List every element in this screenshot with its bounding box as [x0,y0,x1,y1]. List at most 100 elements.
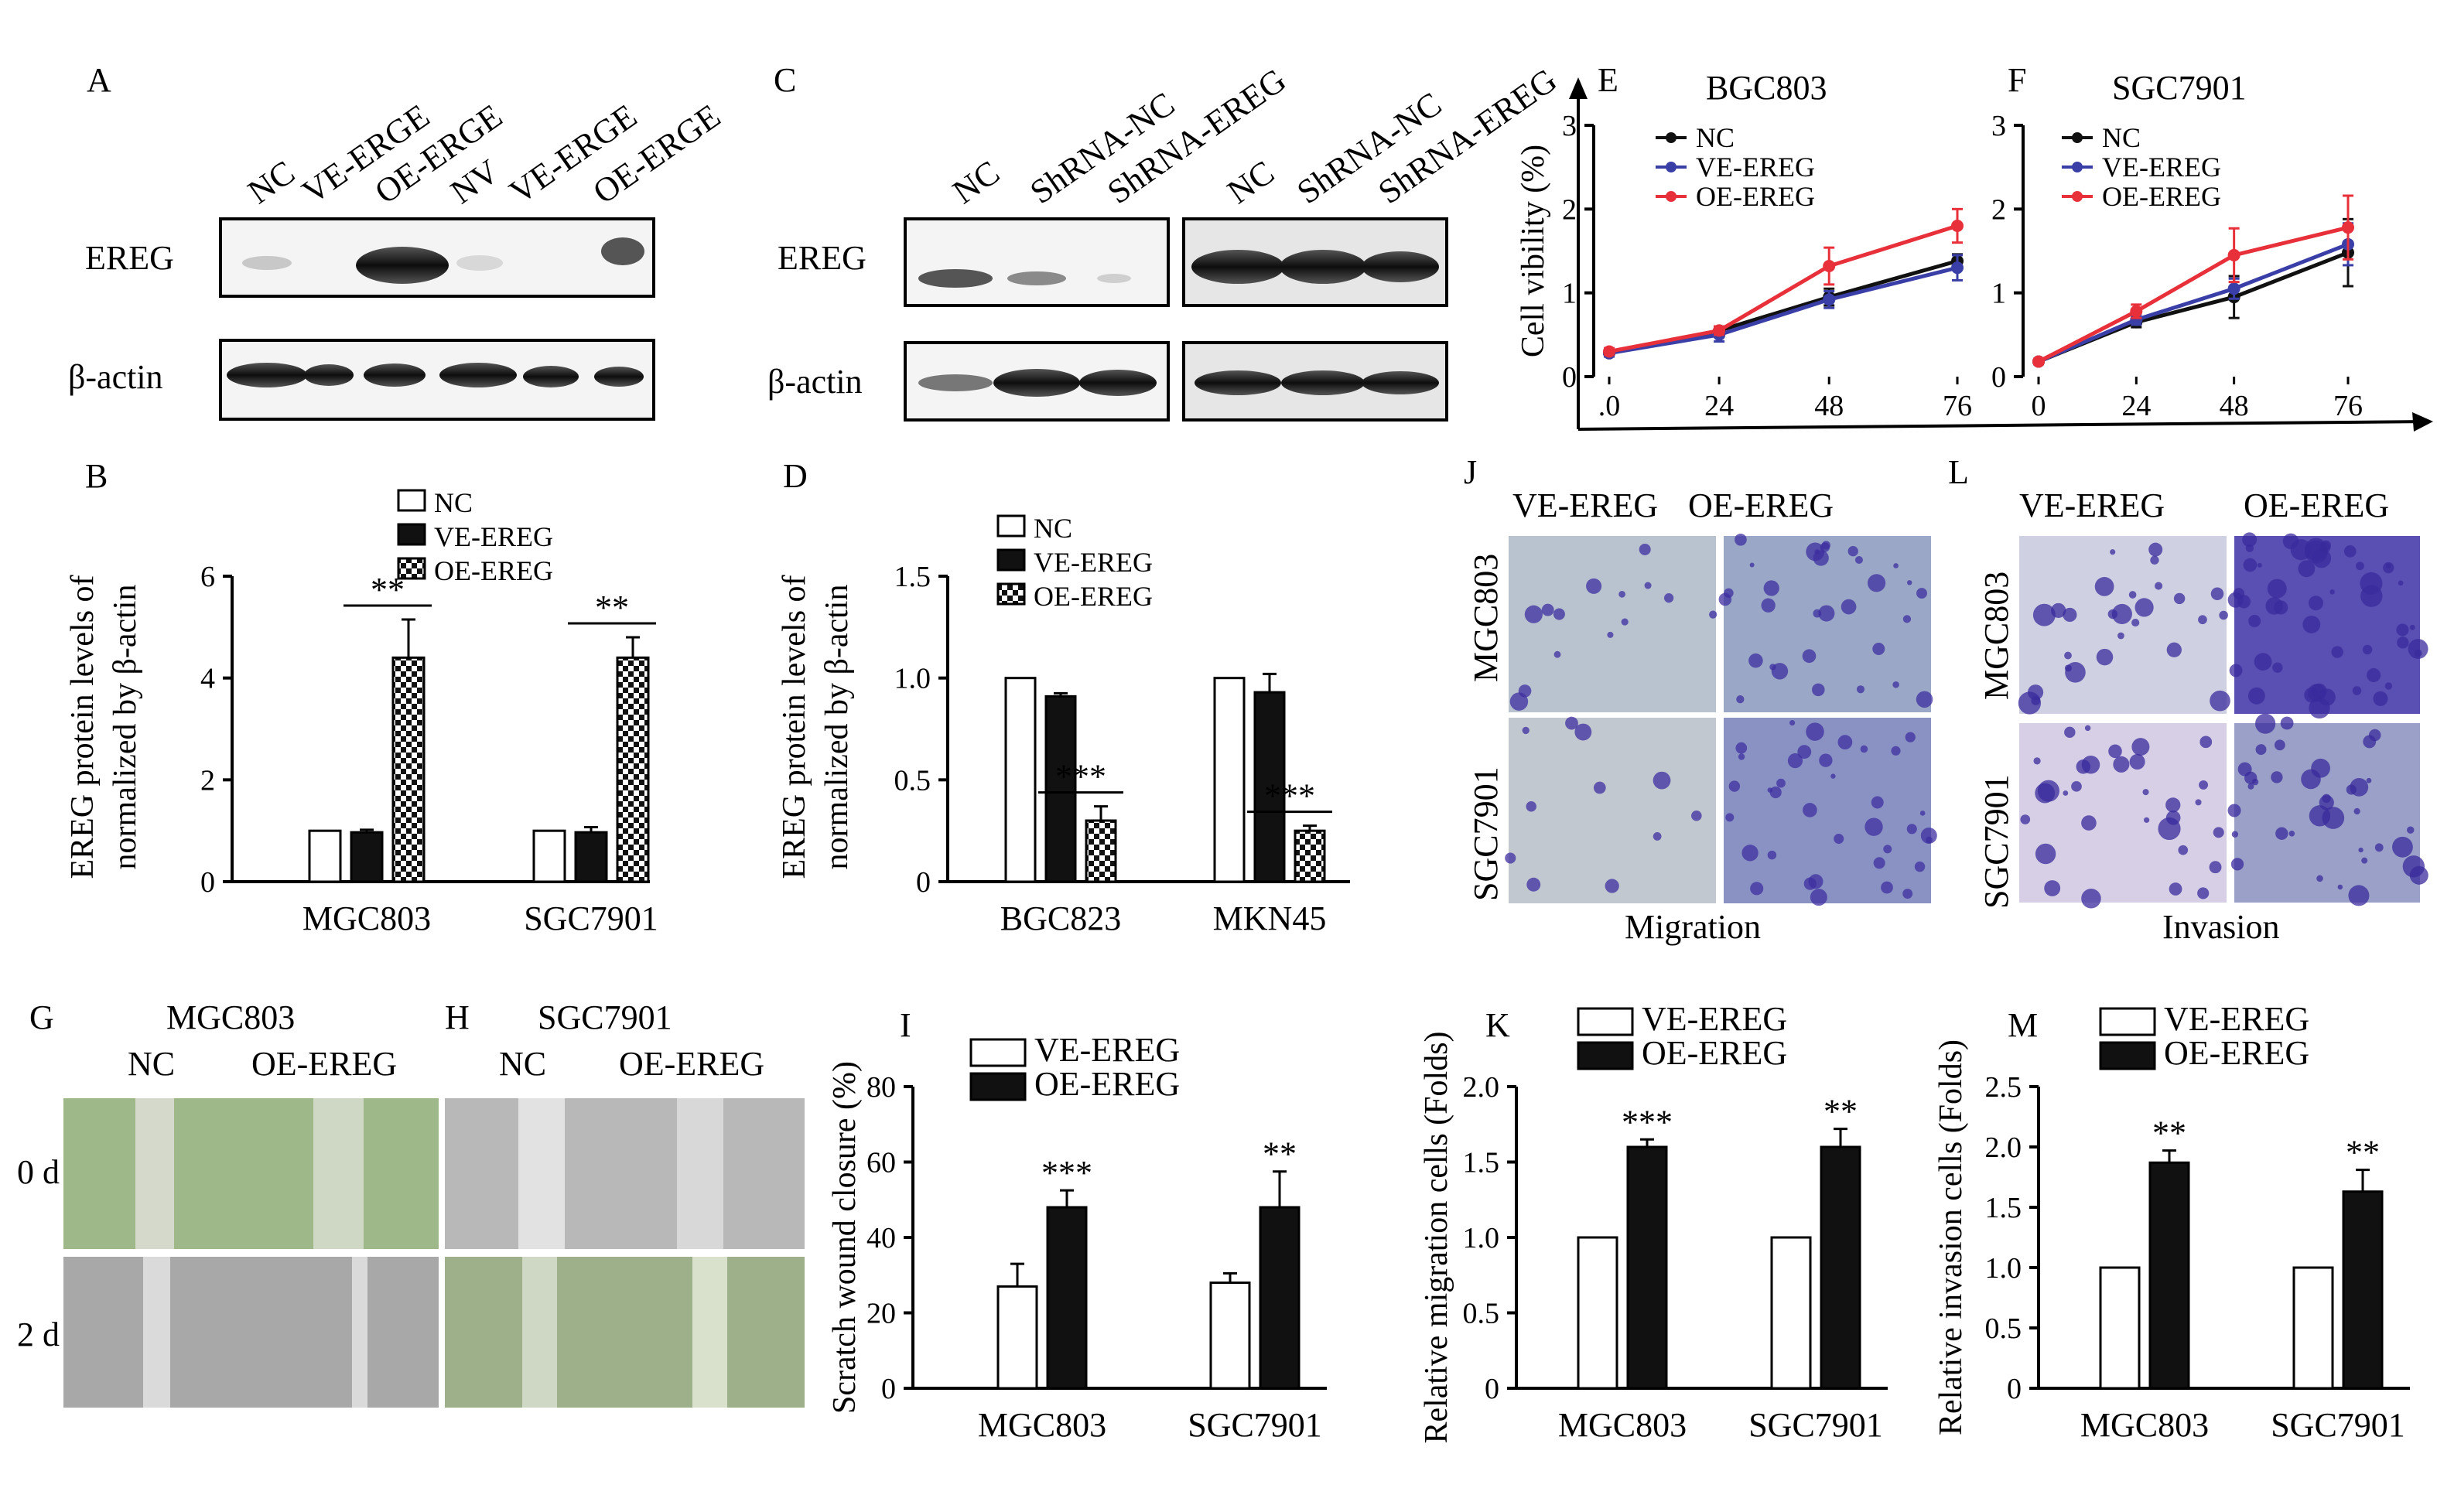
panel-d-bar-chart: D 0 0.5 1.0 1.5 EREG protein levels of normali… [777,457,1350,937]
legend-label: OE-EREG [1642,1034,1787,1072]
panel-l-col-label: VE-EREG [2019,486,2165,524]
series-line [2038,242,2349,363]
micrograph [2019,723,2227,903]
bar [1253,691,1286,883]
series-line [1608,224,1958,353]
y-tick-label: 80 [866,1071,896,1104]
x-tick-label: 48 [1814,390,1844,422]
stained-cell [1618,590,1625,598]
stained-cell [2110,549,2116,555]
stained-cell [2063,790,2069,796]
stained-cell [2178,845,2189,855]
significance-label: *** [1055,758,1106,796]
panel-h-col-label: NC [499,1045,546,1083]
stained-cell [1725,813,1735,822]
stained-cell [1864,817,1883,836]
stained-cell [2311,758,2330,778]
stained-cell [2352,686,2362,695]
stained-cell [1787,753,1803,769]
panel-g-row-label: 0 d [17,1153,60,1191]
stained-cell [2131,738,2150,756]
stained-cell [2329,589,2335,595]
stained-cell [1916,588,1927,599]
blot-band [364,363,426,387]
stained-cell [2282,533,2299,549]
blot-band [918,269,993,288]
blot-band [1195,370,1281,395]
stained-cell [2271,771,2283,783]
x-category-label: SGC7901 [524,899,658,937]
y-tick-label: 2.0 [1985,1131,2022,1164]
y-axis-title: normalized by β-actin [108,585,143,870]
blot-band [601,237,644,265]
legend-marker [2072,162,2083,172]
stained-cell [2353,807,2360,815]
stained-cell [2227,804,2241,817]
stained-cell [2213,827,2224,838]
stained-cell [1871,796,1884,809]
x-axis [1577,420,2430,431]
stained-cell [2255,713,2276,734]
stained-cell [2257,562,2262,568]
stained-cell [2298,560,2316,578]
y-tick-label: 0 [1991,361,2006,394]
panel-h-title: SGC7901 [538,998,672,1036]
scratch-gap [143,1257,170,1408]
stained-cell [1522,726,1530,735]
significance-label: ** [2346,1134,2380,1172]
blot-band [1280,250,1366,284]
significance-label: ** [1263,1135,1297,1173]
legend-marker [1666,191,1677,202]
stained-cell [1750,882,1764,896]
y-tick-label: 0 [2007,1373,2022,1405]
micrograph [2019,536,2227,714]
blot-band [304,364,354,386]
stained-cell [2051,602,2066,619]
stained-cell [2414,649,2422,657]
stained-cell [1586,578,1602,594]
panel-l-row-label: SGC7901 [1977,774,2015,909]
x-category-label: SGC7901 [1188,1406,1322,1444]
panel-a-row-label-actin: β-actin [68,358,163,396]
stained-cell [1905,732,1916,742]
panel-j-col-label: VE-EREG [1512,486,1658,524]
bar [1004,677,1037,883]
stained-cell [2267,579,2287,599]
stained-cell [2065,662,2086,683]
stained-cell [1872,642,1885,655]
stained-cell [2111,603,2132,624]
stained-cell [2255,744,2267,756]
legend-label: OE-EREG [1696,181,1815,212]
legend-swatch [397,557,426,580]
stained-cell [2309,805,2331,827]
data-point [2227,248,2240,261]
y-axis-arrow [1569,77,1588,99]
panel-j-row-label: MGC803 [1467,554,1505,682]
stained-cell [2361,857,2368,864]
stained-cell [2337,884,2343,890]
stained-cell [1761,598,1776,613]
significance-label: ** [595,589,629,626]
stained-cell [1867,574,1886,592]
panel-l-letter: L [1948,453,1969,491]
x-category-label: MGC803 [978,1406,1106,1444]
stained-cell [2044,880,2061,896]
y-tick-label: 6 [200,561,215,593]
stained-cell [1920,827,1937,844]
bar [1046,1206,1088,1390]
x-category-label: MGC803 [1558,1406,1687,1444]
stained-cell [1789,720,1796,726]
y-tick-label: 0 [1562,361,1577,394]
panel-h-letter: H [445,998,470,1036]
stained-cell [1709,610,1718,619]
y-tick-label: 2 [200,764,215,797]
legend-swatch [397,489,426,512]
bar [308,829,342,883]
stained-cell [1605,879,1619,893]
y-tick-label: 0.5 [1985,1312,2022,1345]
stained-cell [2304,687,2319,703]
panel-g-title: MGC803 [166,998,295,1036]
stained-cell [2373,691,2388,706]
y-tick-label: 2.5 [1985,1071,2022,1104]
chart-title: BGC803 [1706,69,1827,107]
